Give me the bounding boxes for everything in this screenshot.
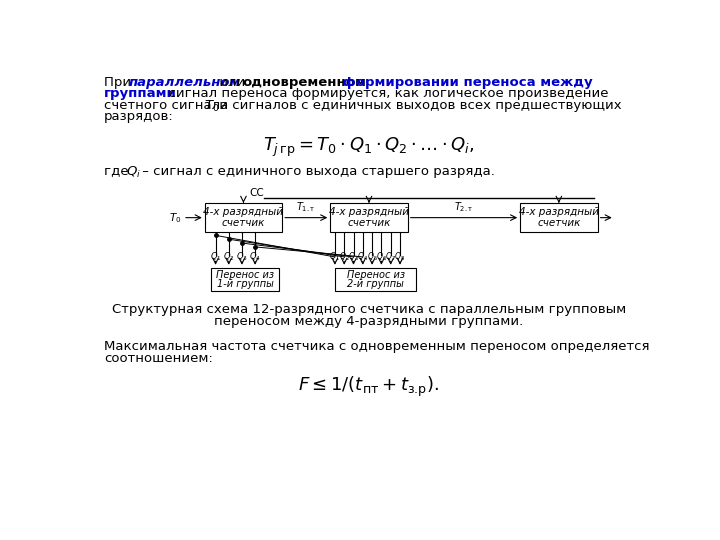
Text: 1-й группы: 1-й группы <box>217 279 274 289</box>
Text: $Q_7$: $Q_7$ <box>385 251 396 263</box>
Bar <box>204 203 282 232</box>
Text: $Q_5$: $Q_5$ <box>366 251 377 263</box>
Text: Максимальная частота счетчика с одновременным переносом определяется: Максимальная частота счетчика с одноврем… <box>104 340 649 353</box>
Text: и сигналов с единичных выходов всех предшествующих: и сигналов с единичных выходов всех пред… <box>215 99 622 112</box>
Text: параллельном: параллельном <box>128 76 240 89</box>
Text: счетчик: счетчик <box>347 219 391 228</box>
Text: При: При <box>104 76 135 89</box>
Text: – сигнал с единичного выхода старшего разряда.: – сигнал с единичного выхода старшего ра… <box>138 165 495 178</box>
Text: $F \leq 1/(t_{\text{пт}} + t_{\text{з.р}}).$: $F \leq 1/(t_{\text{пт}} + t_{\text{з.р}… <box>298 375 440 399</box>
Text: счетного сигнала: счетного сигнала <box>104 99 233 112</box>
Text: $T_{j\,\mathrm{гр}} = T_0 \cdot Q_1 \cdot Q_2 \cdot \ldots \cdot Q_i,$: $T_{j\,\mathrm{гр}} = T_0 \cdot Q_1 \cdo… <box>263 136 475 159</box>
Text: 4-х разрядный: 4-х разрядный <box>329 207 409 218</box>
Text: группами: группами <box>104 87 177 100</box>
Text: Перенос из: Перенос из <box>216 270 274 280</box>
Text: $T_0$: $T_0$ <box>204 99 219 114</box>
Text: одновременном: одновременном <box>242 76 366 89</box>
Text: $Q_i$: $Q_i$ <box>126 165 141 180</box>
Text: Перенос из: Перенос из <box>346 270 405 280</box>
Text: CC: CC <box>250 187 264 198</box>
Text: $Q_2$: $Q_2$ <box>338 251 350 263</box>
Text: счетчик: счетчик <box>222 219 265 228</box>
Text: или: или <box>215 76 250 89</box>
Text: $Q_3$: $Q_3$ <box>348 251 359 263</box>
Text: $T_{1.\text{т}}$: $T_{1.\text{т}}$ <box>297 200 316 214</box>
Text: формировании переноса между: формировании переноса между <box>338 76 593 89</box>
Text: Структурная схема 12-разрядного счетчика с параллельным групповым: Структурная схема 12-разрядного счетчика… <box>112 303 626 316</box>
Text: $Q_4$: $Q_4$ <box>249 251 261 263</box>
Text: 4-х разрядный: 4-х разрядный <box>204 207 284 218</box>
Text: $T_0$: $T_0$ <box>169 211 181 225</box>
Text: счетчик: счетчик <box>537 219 580 228</box>
Bar <box>330 203 408 232</box>
Text: $Q_3$: $Q_3$ <box>236 251 248 263</box>
Text: 2-й группы: 2-й группы <box>347 279 404 289</box>
Text: $Q_2$: $Q_2$ <box>223 251 235 263</box>
Text: $Q_1$: $Q_1$ <box>330 251 341 263</box>
Text: $T_{2.\text{т}}$: $T_{2.\text{т}}$ <box>454 200 474 214</box>
Text: переносом между 4-разрядными группами.: переносом между 4-разрядными группами. <box>215 315 523 328</box>
Bar <box>211 268 279 291</box>
Text: $Q_8$: $Q_8$ <box>395 251 405 263</box>
Text: $Q_1$: $Q_1$ <box>210 251 222 263</box>
Text: 4-х разрядный: 4-х разрядный <box>519 207 599 218</box>
Text: разрядов:: разрядов: <box>104 110 174 123</box>
Text: сигнал переноса формируется, как логическое произведение: сигнал переноса формируется, как логичес… <box>161 87 609 100</box>
Text: соотношением:: соотношением: <box>104 352 213 365</box>
Text: $Q_4$: $Q_4$ <box>357 251 369 263</box>
Text: где: где <box>104 165 132 178</box>
Text: $Q_6$: $Q_6$ <box>376 251 387 263</box>
Bar <box>520 203 598 232</box>
Bar <box>335 268 416 291</box>
